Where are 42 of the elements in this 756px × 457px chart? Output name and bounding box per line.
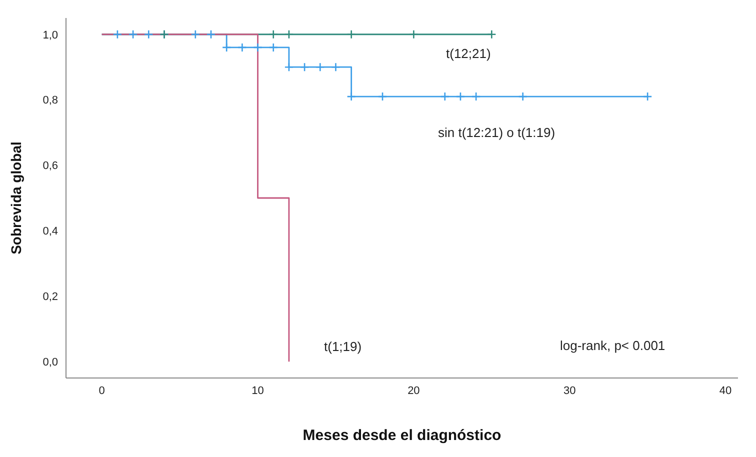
point: [284, 30, 294, 40]
point: [268, 30, 278, 40]
y-tick-label: 1,0: [42, 29, 58, 42]
text: sin t(12:21) o t(1:19): [438, 125, 556, 140]
point: [331, 62, 340, 72]
point: [128, 30, 138, 40]
point: [346, 92, 356, 102]
point: [409, 30, 418, 40]
series-label: t(12;21): [446, 46, 491, 61]
point: [253, 42, 262, 52]
point: [190, 30, 200, 40]
y-tick-label: 0,4: [42, 226, 58, 238]
point: [487, 30, 496, 40]
y-tick-label: 0,8: [42, 94, 58, 107]
point: [471, 92, 481, 102]
point: [378, 92, 388, 102]
point: [268, 42, 278, 52]
point: [440, 92, 450, 102]
y-axis-title: Sobrevida global: [8, 142, 24, 254]
y-tick-label: 0,6: [42, 160, 58, 172]
x-tick-label: 0: [98, 384, 105, 397]
y-tick-label: 0,0: [42, 356, 58, 369]
point: [112, 30, 122, 40]
point: [346, 30, 356, 40]
text: t(1;19): [324, 339, 362, 354]
annotation: log-rank, p< 0.001: [560, 338, 666, 353]
x-tick-label: 30: [563, 384, 576, 397]
point: [518, 92, 528, 102]
point: [315, 62, 325, 72]
point: [222, 42, 232, 52]
point: [642, 92, 652, 102]
point: [300, 62, 310, 72]
point: [456, 92, 466, 102]
point: [284, 62, 294, 72]
y-tick-label: 0,2: [42, 291, 58, 304]
point: [144, 30, 154, 40]
x-tick-label: 40: [719, 384, 732, 397]
x-axis-title: Meses desde el diagnóstico: [302, 427, 502, 444]
point: [206, 30, 216, 40]
x-tick-label: 20: [408, 384, 420, 397]
x-tick-label: 10: [252, 384, 264, 397]
point: [238, 42, 247, 52]
